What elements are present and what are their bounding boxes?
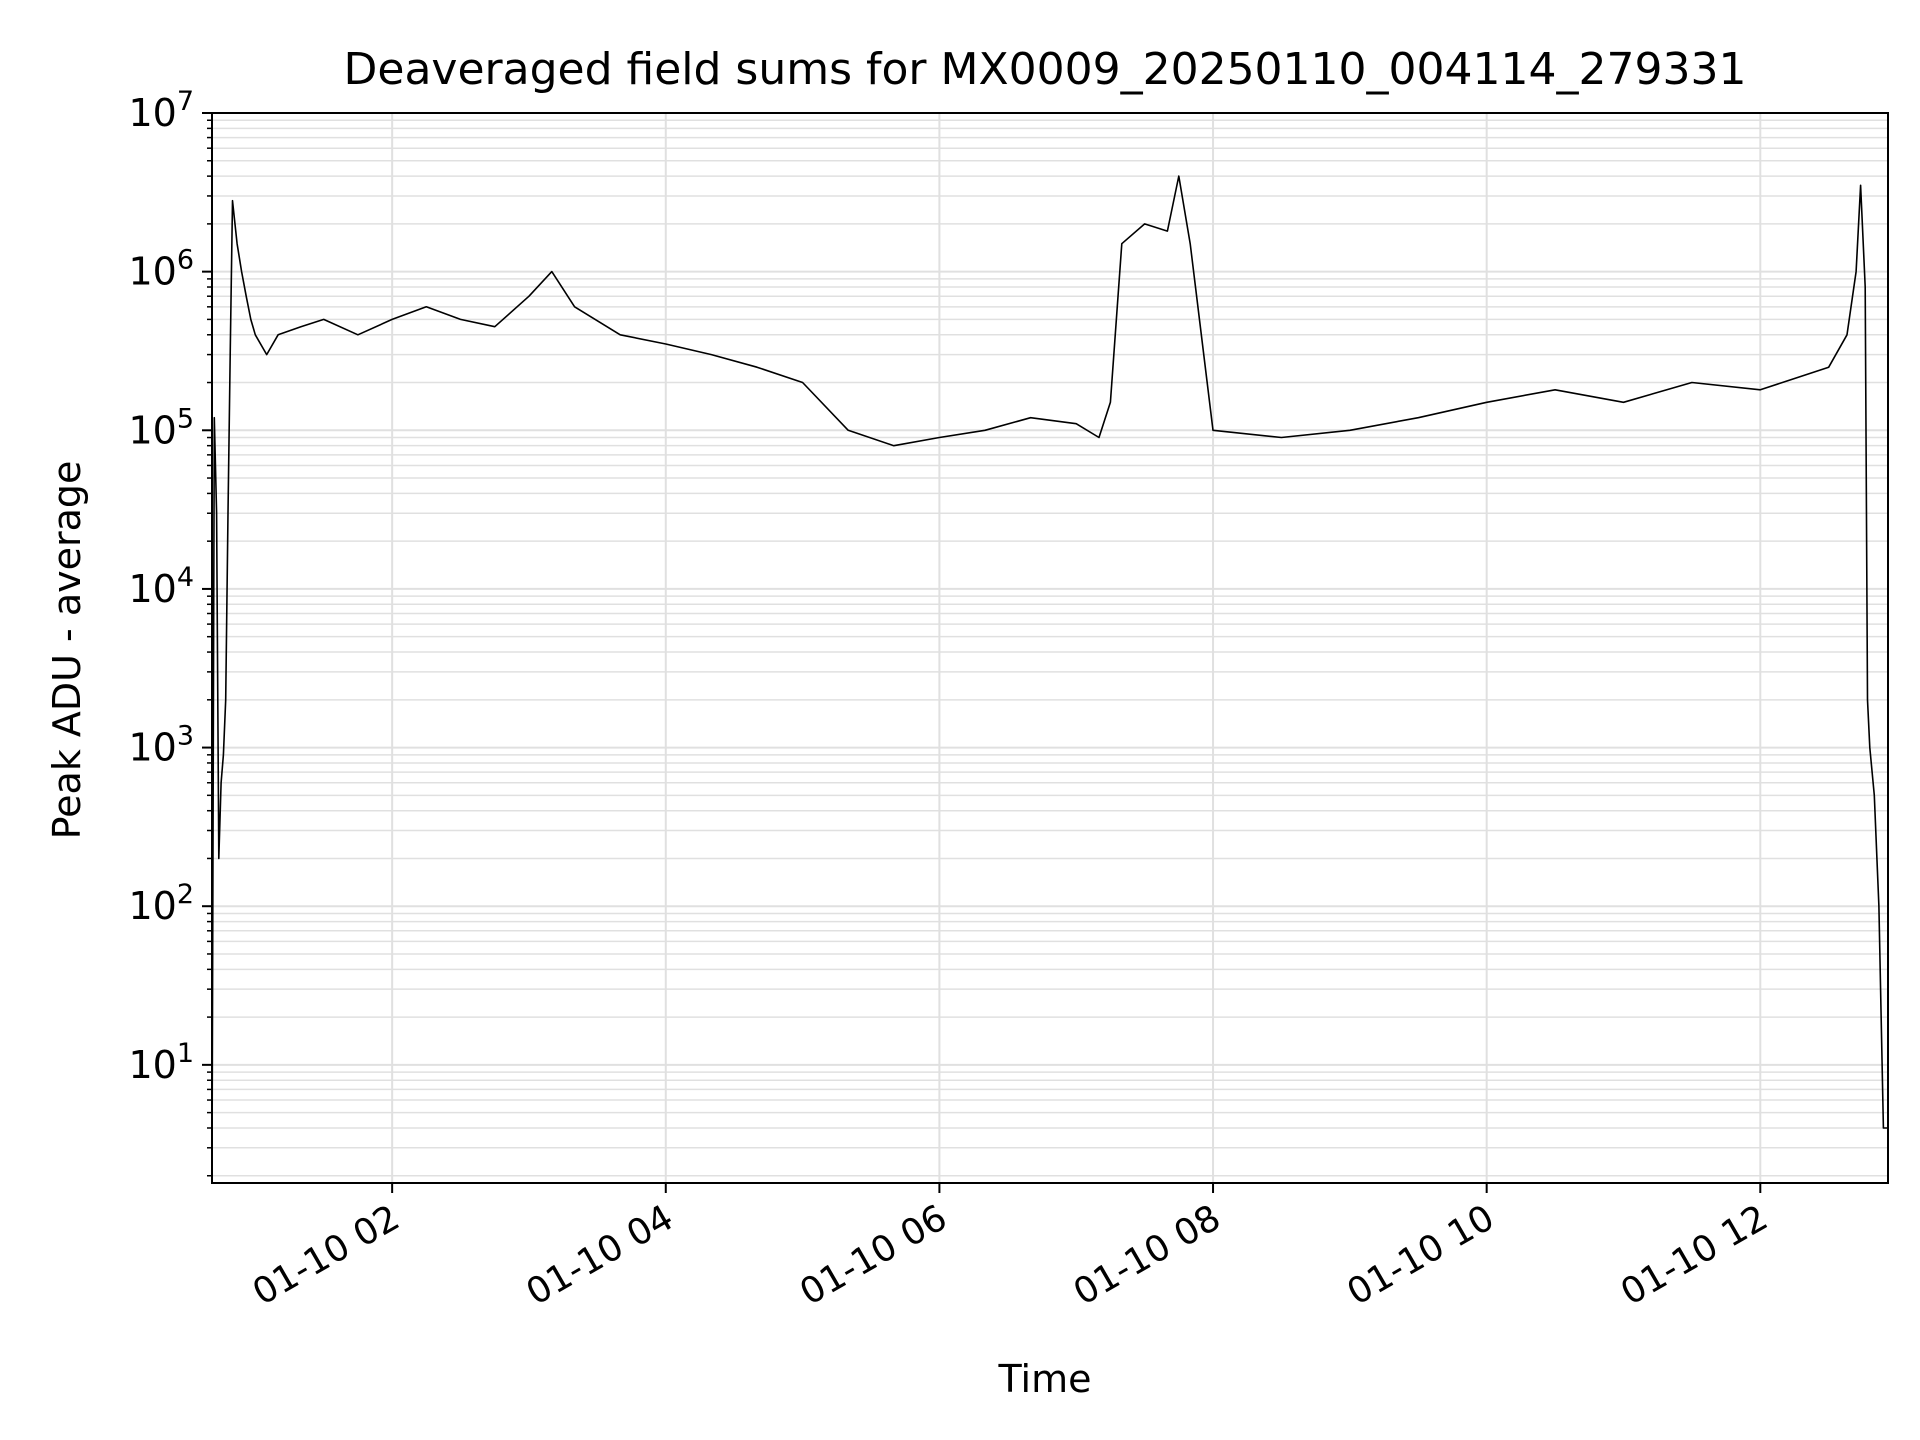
grid	[212, 112, 1888, 1183]
y-tick-label: 104	[128, 562, 194, 611]
chart-title: Deaveraged field sums for MX0009_2025011…	[344, 44, 1747, 95]
plot-frame	[211, 112, 1889, 1184]
x-axis-label: Time	[998, 1357, 1092, 1401]
y-tick-label: 105	[128, 403, 194, 452]
y-tick-label: 107	[128, 86, 194, 135]
y-tick-label: 106	[128, 245, 194, 294]
y-tick-label: 101	[128, 1038, 194, 1087]
y-tick-label: 103	[128, 721, 194, 770]
series-line	[211, 175, 1888, 1176]
data-line	[211, 175, 1888, 1176]
y-tick-label: 102	[128, 879, 194, 928]
y-axis-label: Peak ADU - average	[45, 461, 89, 840]
